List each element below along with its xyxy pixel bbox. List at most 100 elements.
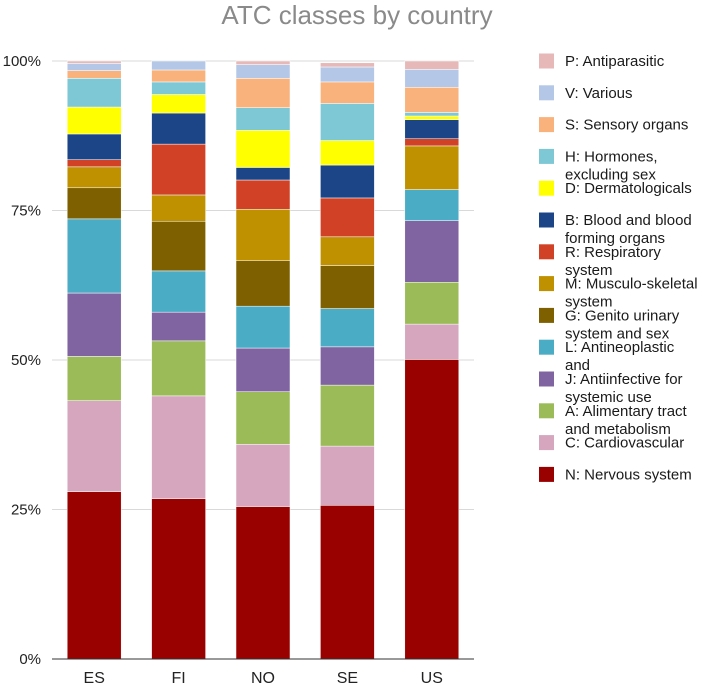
bar-segment <box>404 87 460 113</box>
bar-segment <box>235 444 291 507</box>
legend-label: J: Antiinfective for <box>565 371 683 388</box>
bar-segment <box>320 103 375 141</box>
bar-segment <box>151 81 206 95</box>
bar-segment <box>320 265 375 309</box>
legend-item: P: Antiparasitic <box>539 53 665 70</box>
legend-label: B: Blood and blood <box>565 212 692 229</box>
bar-segment <box>151 270 206 313</box>
bar-segment <box>320 236 375 266</box>
legend-label: system <box>565 294 613 311</box>
legend-item: C: Cardiovascular <box>539 435 684 452</box>
legend-swatch <box>539 85 554 101</box>
bar-segment <box>66 218 122 294</box>
legend-label: system and sex <box>565 325 670 342</box>
bar-segment <box>66 159 122 168</box>
legend-label: G: Genito urinary <box>565 307 680 324</box>
legend-swatch <box>539 435 554 451</box>
bar-segment <box>235 391 291 445</box>
bar-segment <box>66 491 122 660</box>
legend-label: S: Sensory organs <box>565 117 688 134</box>
bar-segment <box>235 305 291 349</box>
x-tick-label: ES <box>84 670 105 684</box>
bar-segment <box>320 140 375 166</box>
bar-segment <box>320 81 375 104</box>
bar-segment <box>404 115 460 120</box>
bar-segment <box>66 187 122 220</box>
x-tick-label: FI <box>171 670 185 684</box>
bar-segment <box>404 60 460 70</box>
x-tick-label: SE <box>337 670 358 684</box>
bar-segment <box>404 145 460 190</box>
legend-swatch <box>539 53 554 69</box>
bar-segment <box>404 119 460 139</box>
bar-segment <box>320 66 375 83</box>
bar-segment <box>66 70 122 79</box>
bar-segment <box>404 220 460 283</box>
legend-swatch <box>539 244 554 260</box>
bar-segment <box>151 60 206 71</box>
bar-segment <box>151 112 206 145</box>
legend-label: V: Various <box>565 85 633 102</box>
legend-label: C: Cardiovascular <box>565 435 684 452</box>
bar-segment <box>66 78 122 108</box>
y-tick-label: 100% <box>3 53 41 70</box>
bar-segment <box>320 164 375 199</box>
legend-swatch <box>539 466 554 482</box>
legend-item: N: Nervous system <box>539 466 692 483</box>
legend-swatch <box>539 371 554 387</box>
legend-label: forming organs <box>565 230 665 247</box>
legend-swatch <box>539 117 554 133</box>
bar-segment <box>235 167 291 181</box>
legend-item: V: Various <box>539 85 633 102</box>
legend-label: M: Musculo-skeletal <box>565 276 698 293</box>
bar-segment <box>235 209 291 261</box>
bar-segment <box>320 346 375 386</box>
legend-item: H: Hormones,excluding sex <box>539 148 658 183</box>
bar-segment <box>404 138 460 147</box>
bar-segment <box>151 69 206 83</box>
bar-segment <box>151 498 206 660</box>
legend-item: S: Sensory organs <box>539 117 688 134</box>
legend-label: N: Nervous system <box>565 466 692 483</box>
chart-title: ATC classes by country <box>221 0 492 30</box>
legend-swatch <box>539 212 554 228</box>
legend-label: D: Dermatologicals <box>565 180 692 197</box>
bar-segment <box>66 400 122 492</box>
bar-segment <box>66 133 122 160</box>
bar-segment <box>235 107 291 131</box>
bar-segment <box>235 179 291 210</box>
bar-segment <box>235 64 291 79</box>
bar-segment <box>320 62 375 68</box>
bar-segment <box>235 260 291 307</box>
bar-segment <box>151 143 206 196</box>
bar-segment <box>404 112 460 117</box>
bar-segment <box>320 308 375 348</box>
y-tick-label: 0% <box>19 651 41 668</box>
x-tick-label: NO <box>251 670 275 684</box>
legend-label: H: Hormones, <box>565 148 658 165</box>
legend-label: P: Antiparasitic <box>565 53 665 70</box>
bar-segment <box>320 197 375 238</box>
bar-segment <box>151 340 206 397</box>
bar-segment <box>320 384 375 447</box>
legend-item: D: Dermatologicals <box>539 180 692 197</box>
bar-segment <box>235 506 291 660</box>
bar-segment <box>404 323 460 360</box>
legend-swatch <box>539 403 554 419</box>
legend-label: A: Alimentary tract <box>565 403 688 420</box>
bar-segment <box>66 106 122 135</box>
y-tick-label: 75% <box>11 203 41 220</box>
legend: P: Antiparasitic V: Various S: Sensory org… <box>539 53 698 483</box>
legend-label: and <box>565 357 590 374</box>
legend-label: systemic use <box>565 389 652 406</box>
legend-label: L: Antineoplastic <box>565 339 675 356</box>
y-tick-label: 25% <box>11 502 41 519</box>
legend-swatch <box>539 180 554 196</box>
axes: 0% 25% 50% 75% 100% ES FI NO SE US <box>3 53 474 684</box>
bar-segment <box>151 395 206 499</box>
